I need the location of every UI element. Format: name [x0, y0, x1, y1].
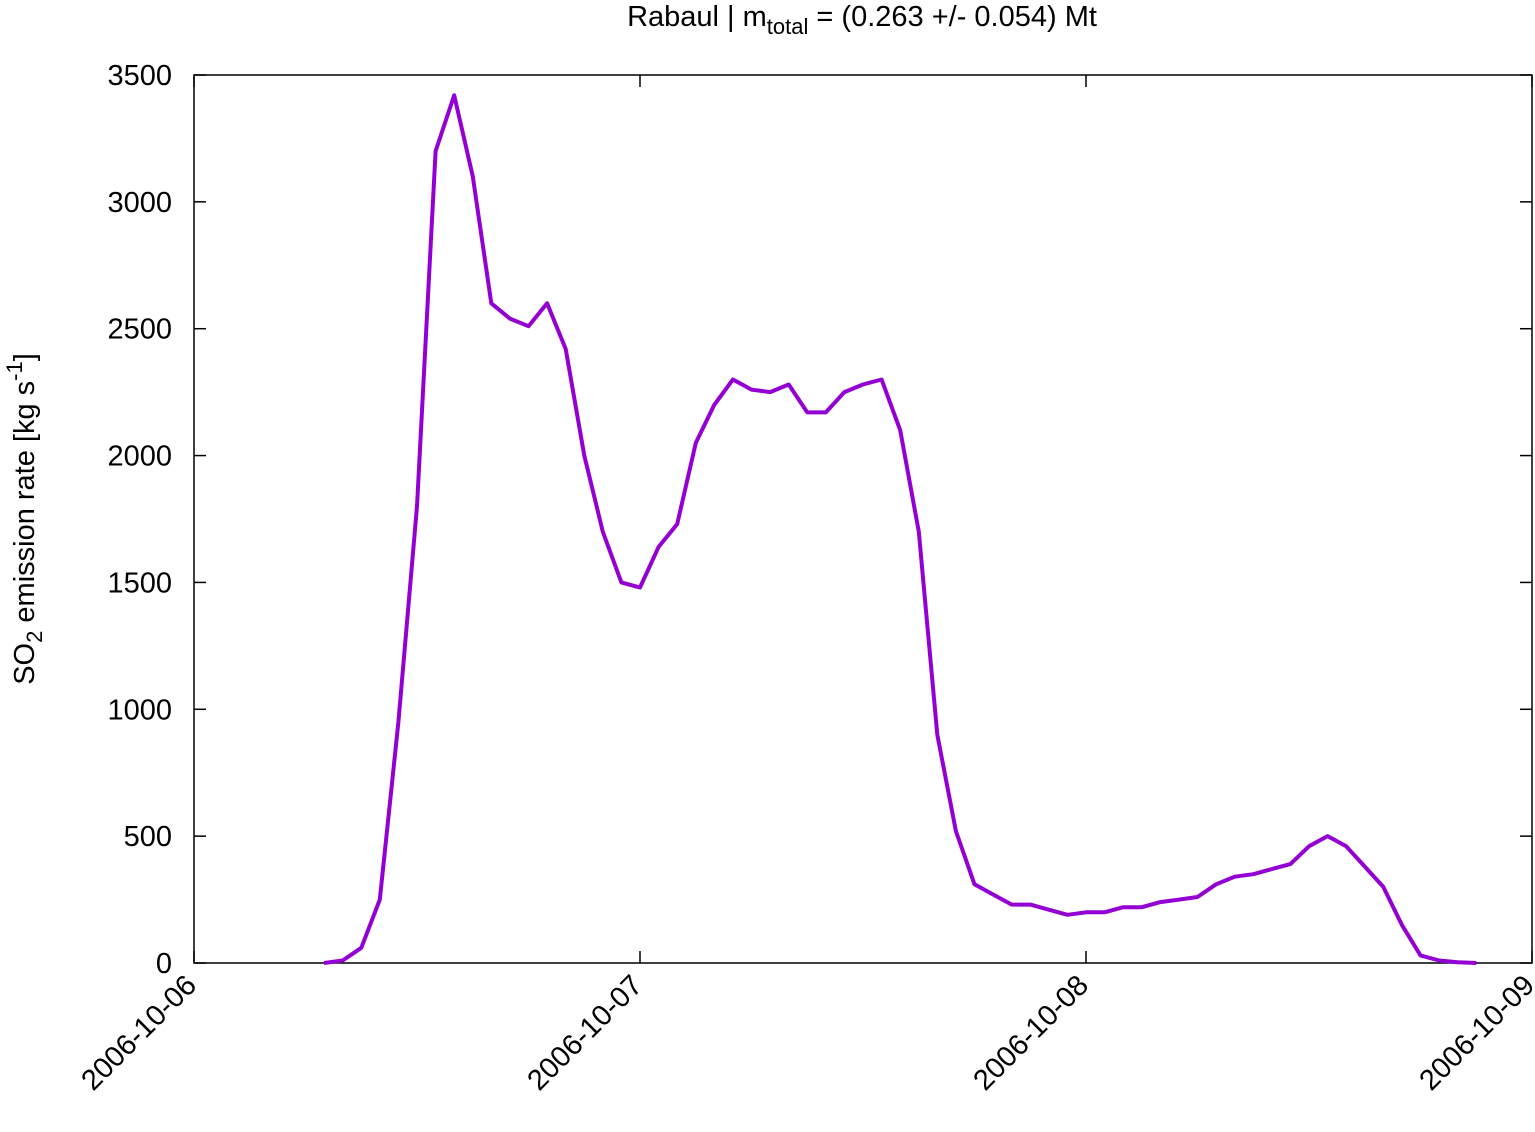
y-label-superscript: -1: [2, 361, 27, 381]
y-tick-label: 2000: [107, 441, 172, 473]
x-tick-label: 2006-10-06: [75, 969, 203, 1097]
x-tick-label: 2006-10-07: [521, 969, 649, 1097]
plot-frame: [193, 74, 1533, 964]
y-label-text: SO: [9, 643, 41, 685]
y-tick-label: 3500: [107, 60, 172, 92]
chart-title: Rabaul | mtotal = (0.263 +/- 0.054) Mt: [627, 1, 1097, 39]
y-label-subscript: 2: [22, 631, 47, 643]
title-text: Rabaul | m: [627, 1, 767, 33]
y-tick-label: 3000: [107, 187, 172, 219]
y-tick-label: 500: [124, 821, 172, 853]
data-line: [323, 93, 1477, 965]
y-axis-label: SO2 emission rate [kg s-1]: [2, 353, 47, 685]
x-tick-label: 2006-10-09: [1413, 969, 1535, 1097]
x-tick-label: 2006-10-08: [967, 969, 1095, 1097]
y-tick-label: 1000: [107, 694, 172, 726]
y-label-text: ]: [9, 353, 41, 361]
title-subscript: total: [767, 14, 809, 39]
y-tick-label: 2500: [107, 314, 172, 346]
y-label-text: emission rate [kg s: [9, 381, 41, 631]
y-tick-label: 1500: [107, 567, 172, 599]
y-tick-label: 0: [156, 948, 172, 980]
title-text: = (0.263 +/- 0.054) Mt: [808, 1, 1097, 33]
